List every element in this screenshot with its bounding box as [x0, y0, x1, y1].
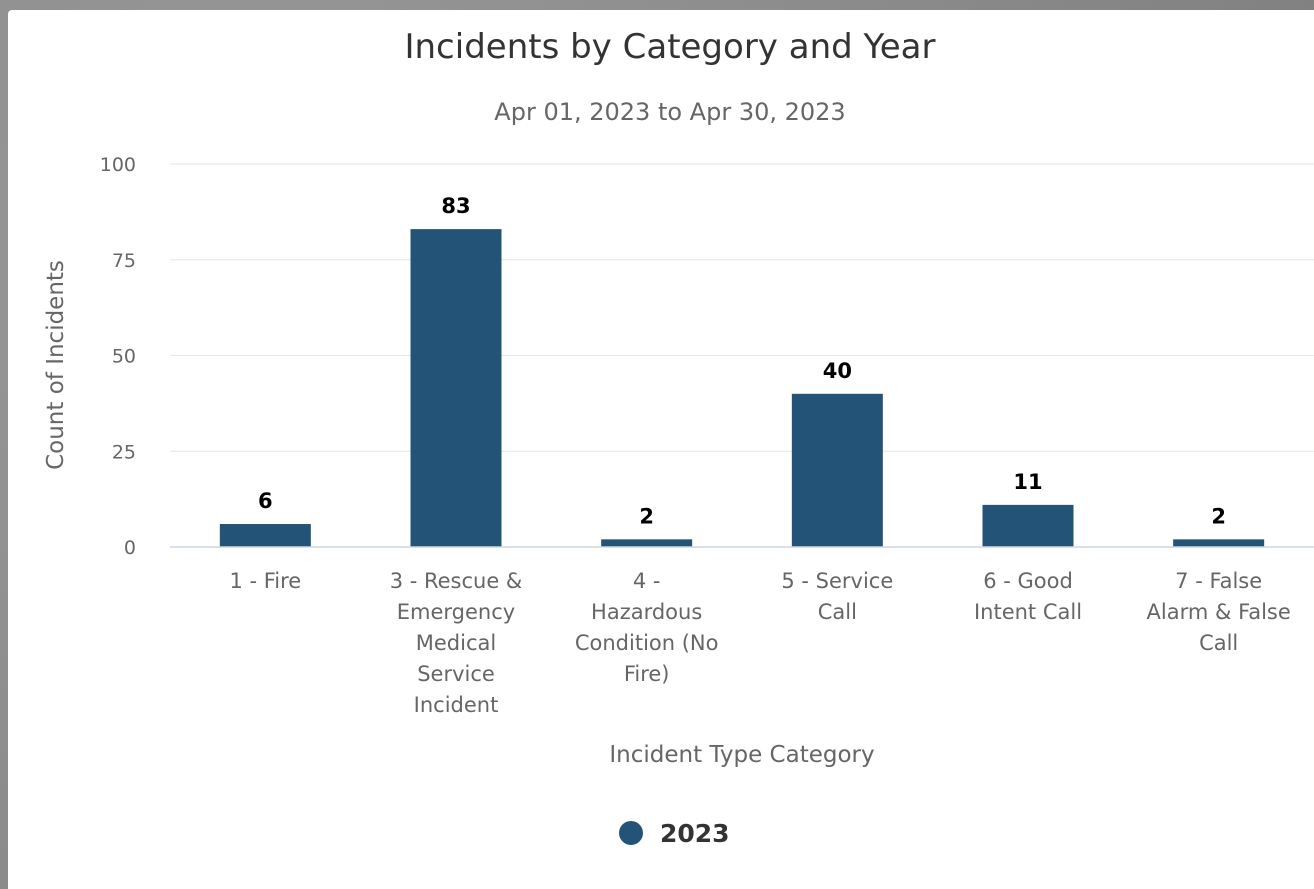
y-tick-label: 0 [124, 537, 136, 559]
bar-1[interactable] [219, 524, 311, 547]
y-tick-label: 100 [100, 154, 136, 176]
data-label-1: 6 [258, 489, 273, 513]
bar-5[interactable] [982, 504, 1074, 547]
y-axis-ticks: 0 25 50 75 100 [100, 154, 136, 559]
data-labels: 6 83 2 40 11 2 [256, 192, 1228, 530]
x-tick-label-5: 6 - Good Intent Call [974, 569, 1082, 624]
data-label-3: 2 [639, 504, 654, 528]
x-tick-label-2: 3 - Rescue & Emergency Medical Service Incid… [390, 569, 523, 717]
legend-marker-2023 [619, 821, 643, 845]
x-tick-label-1: 1 - Fire [229, 569, 301, 593]
bar-3[interactable] [601, 539, 693, 547]
x-axis-ticks: 1 - Fire 3 - Rescue & Emergency Medical Serv… [229, 569, 1290, 717]
legend-label-2023: 2023 [660, 819, 730, 848]
bars [219, 229, 1265, 548]
chart-panel: Incidents by Category and Year Apr 01, 2… [8, 10, 1314, 889]
data-label-4: 40 [823, 359, 852, 383]
y-axis-title: Count of Incidents [43, 260, 69, 470]
x-axis-title: Incident Type Category [609, 742, 874, 768]
bar-chart: Incidents by Category and Year Apr 01, 2… [43, 27, 1314, 848]
chart-subtitle: Apr 01, 2023 to Apr 30, 2023 [494, 98, 845, 126]
legend[interactable]: 2023 [619, 819, 730, 848]
y-tick-label: 25 [112, 441, 136, 463]
x-tick-label-3: 4 -Hazardous Condition (No Fire) [575, 569, 719, 686]
x-tick-label-6: 7 - False Alarm & False Call [1147, 569, 1291, 655]
gridlines [170, 163, 1314, 452]
bar-2[interactable] [410, 229, 502, 548]
chart-title: Incidents by Category and Year [404, 27, 935, 67]
x-tick-label-4: 5 - Service Call [781, 569, 893, 624]
bar-6[interactable] [1173, 539, 1265, 547]
bar-4[interactable] [791, 393, 883, 547]
y-tick-label: 75 [112, 250, 136, 272]
y-tick-label: 50 [112, 346, 136, 368]
data-label-2: 83 [441, 194, 470, 218]
data-label-5: 11 [1013, 470, 1042, 494]
data-label-6: 2 [1211, 504, 1226, 528]
